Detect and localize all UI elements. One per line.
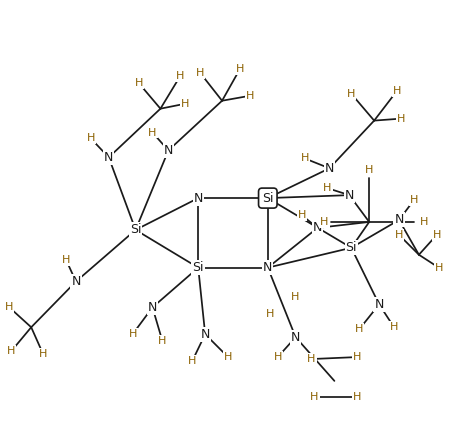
Text: N: N <box>394 213 404 227</box>
Text: H: H <box>347 89 356 99</box>
Text: H: H <box>148 127 157 138</box>
Text: H: H <box>307 354 316 364</box>
Text: H: H <box>410 195 418 205</box>
Text: N: N <box>148 301 157 314</box>
Text: Si: Si <box>192 261 204 274</box>
Text: H: H <box>420 217 428 227</box>
Text: N: N <box>345 189 354 201</box>
Text: H: H <box>290 292 299 302</box>
Text: H: H <box>353 392 362 402</box>
Text: H: H <box>7 346 15 356</box>
Text: H: H <box>188 356 197 366</box>
Text: H: H <box>395 230 403 240</box>
Text: H: H <box>323 183 332 193</box>
Text: H: H <box>196 68 204 78</box>
Text: H: H <box>390 322 398 332</box>
Text: Si: Si <box>262 192 273 204</box>
Text: H: H <box>129 329 137 339</box>
Text: N: N <box>325 162 334 175</box>
Text: N: N <box>263 261 272 274</box>
Text: H: H <box>310 392 319 402</box>
Text: H: H <box>87 133 95 144</box>
Text: H: H <box>353 352 362 362</box>
Text: H: H <box>62 255 70 265</box>
Text: H: H <box>39 349 47 359</box>
Text: H: H <box>265 309 274 320</box>
Text: H: H <box>365 165 373 175</box>
Text: H: H <box>273 352 282 362</box>
Text: N: N <box>200 328 210 341</box>
Text: H: H <box>320 217 329 227</box>
Text: H: H <box>355 324 363 334</box>
Text: H: H <box>246 91 254 101</box>
Text: H: H <box>435 263 443 273</box>
Text: N: N <box>194 192 203 204</box>
Text: H: H <box>224 352 232 362</box>
Text: N: N <box>71 275 81 288</box>
Text: Si: Si <box>130 223 141 236</box>
Text: H: H <box>176 71 184 81</box>
Text: N: N <box>313 222 322 234</box>
Text: H: H <box>301 153 309 163</box>
Text: H: H <box>397 114 405 124</box>
Text: N: N <box>104 151 113 164</box>
Text: N: N <box>291 331 300 344</box>
Text: H: H <box>158 336 166 346</box>
Text: H: H <box>135 78 143 88</box>
Text: H: H <box>393 86 401 96</box>
Text: H: H <box>236 64 244 74</box>
Text: N: N <box>164 144 173 157</box>
Text: H: H <box>297 210 306 220</box>
Text: H: H <box>181 99 189 109</box>
Text: H: H <box>5 302 14 312</box>
Text: H: H <box>432 230 441 240</box>
Text: Si: Si <box>346 241 357 254</box>
Text: N: N <box>374 298 384 311</box>
